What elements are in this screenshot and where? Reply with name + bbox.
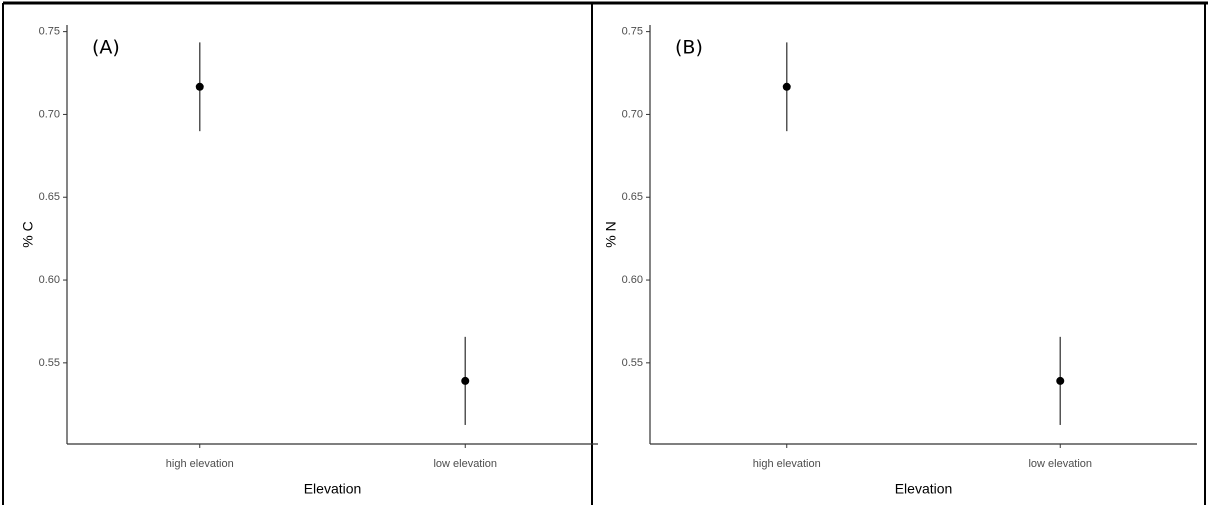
y-tick-label: 0.75 [622,26,643,38]
point [195,82,204,91]
y-tick-label: 0.75 [39,26,60,38]
point [461,376,470,385]
point [1056,376,1065,385]
x-axis-label: Elevation [304,481,362,497]
y-tick-label: 0.55 [39,357,60,369]
panel-label: (B) [675,37,703,59]
y-tick-label: 0.70 [622,108,643,120]
y-tick-label: 0.55 [622,357,643,369]
y-axis-label: % N [603,221,619,247]
x-tick-label: high elevation [166,458,234,470]
y-tick-label: 0.60 [39,274,60,286]
point [782,82,791,91]
x-tick-label: low elevation [433,458,497,470]
x-tick-label: low elevation [1028,458,1092,470]
y-tick-label: 0.65 [39,191,60,203]
y-tick-label: 0.65 [622,191,643,203]
y-axis-label: % C [20,221,36,247]
y-tick-label: 0.60 [622,274,643,286]
panel-label: (A) [92,37,120,59]
y-tick-label: 0.70 [39,108,60,120]
x-tick-label: high elevation [753,458,821,470]
x-axis-label: Elevation [895,481,953,497]
